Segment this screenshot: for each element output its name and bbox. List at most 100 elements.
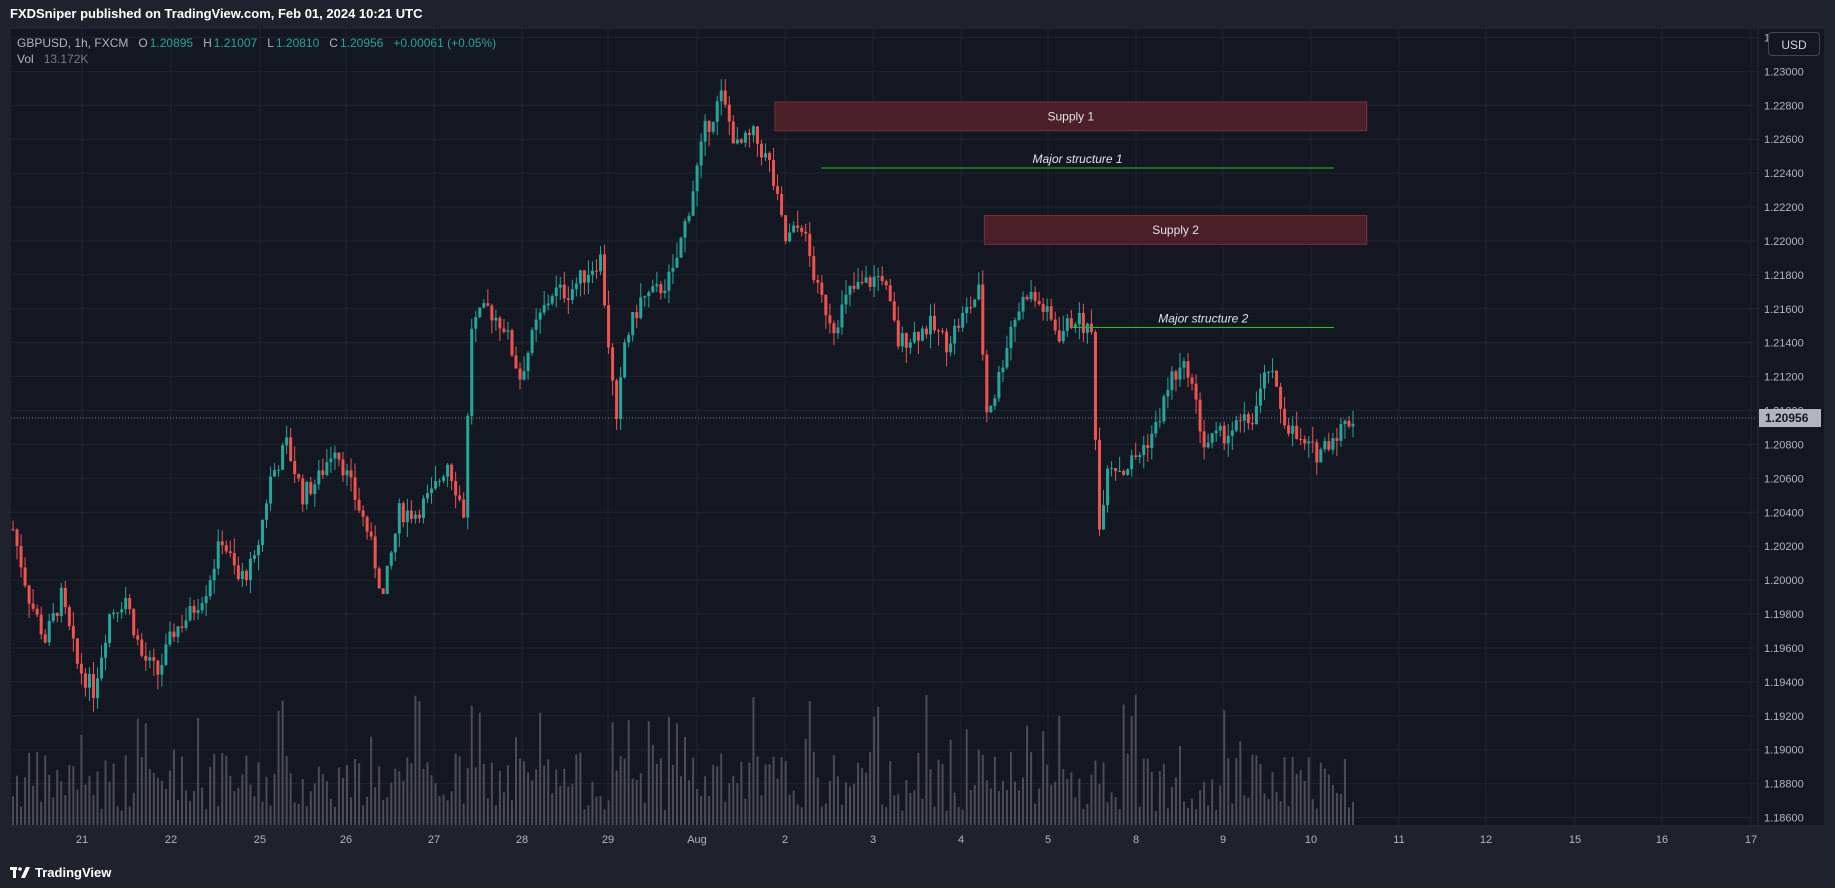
candle-body xyxy=(723,90,727,105)
candle-body xyxy=(1351,423,1355,427)
candle-body xyxy=(912,332,916,343)
volume-bar xyxy=(1271,772,1274,825)
time-tick-label: 27 xyxy=(428,834,440,846)
volume-bar xyxy=(1227,757,1230,825)
footer-brand: TradingView xyxy=(35,865,112,880)
candle-body xyxy=(558,284,562,288)
volume-bar xyxy=(1090,774,1093,825)
candle-body xyxy=(812,256,816,280)
volume-bar xyxy=(667,716,670,825)
volume-bar xyxy=(587,805,590,825)
candle-body xyxy=(973,299,977,308)
candle-body xyxy=(1178,367,1182,380)
candle-body xyxy=(848,285,852,295)
candle-body xyxy=(1021,296,1025,312)
candle-body xyxy=(59,587,63,617)
candle-body xyxy=(776,186,780,194)
supply-zone[interactable] xyxy=(983,215,1368,245)
volume-bar xyxy=(462,803,465,825)
time-tick-label: 25 xyxy=(254,834,266,846)
price-axis[interactable]: 1.18600 1.18800 1.19000 1.19200 1.19400 1.196… xyxy=(1757,29,1824,826)
candle-body xyxy=(876,276,880,278)
last-price-label: 1.20956 xyxy=(1765,411,1809,425)
high-value: 1.21007 xyxy=(213,36,258,50)
volume-bar xyxy=(350,797,353,825)
volume-bar xyxy=(144,723,147,825)
volume-bar xyxy=(438,795,441,825)
candle-body xyxy=(856,281,860,289)
volume-bar xyxy=(410,763,413,825)
volume-bar xyxy=(40,801,43,825)
candle-body xyxy=(1097,439,1101,530)
volume-bar xyxy=(52,797,55,825)
candle-body xyxy=(39,614,43,635)
candle-body xyxy=(104,642,108,658)
volume-bar xyxy=(885,807,888,825)
volume-bar xyxy=(345,765,348,825)
candle-body xyxy=(91,673,95,698)
candle-body xyxy=(1222,425,1226,444)
candle-body xyxy=(594,270,598,272)
time-tick-label: 16 xyxy=(1656,834,1668,846)
supply-zone[interactable] xyxy=(774,101,1368,132)
candle-body xyxy=(1210,433,1214,443)
candle-body xyxy=(172,631,176,638)
symbol-label[interactable]: GBPUSD, 1h, FXCM xyxy=(17,36,129,50)
price-tick-label: 1.22800 xyxy=(1764,100,1804,112)
candle-body xyxy=(1073,324,1077,328)
volume-bar xyxy=(905,779,908,825)
volume-bar xyxy=(728,783,731,825)
volume-bar xyxy=(760,795,763,825)
time-tick-label: 5 xyxy=(1045,834,1051,846)
candle-body xyxy=(1114,468,1118,472)
candle-body xyxy=(458,495,462,500)
volume-bar xyxy=(1199,790,1202,825)
candle-body xyxy=(1266,371,1270,373)
candle-body xyxy=(462,499,466,518)
volume-bar xyxy=(233,790,236,825)
annotations[interactable]: Supply 1 Supply 2 Major structure 1 Major s… xyxy=(774,101,1368,328)
volume-bar xyxy=(402,780,405,825)
change-value: +0.00061 (+0.05%) xyxy=(393,36,497,50)
candle-body xyxy=(381,588,385,594)
volume-bar xyxy=(128,806,131,825)
candle-body xyxy=(1134,455,1138,458)
volume-bar xyxy=(1291,756,1294,825)
volume-bar xyxy=(519,758,522,825)
candle-body xyxy=(639,297,643,319)
candle-body xyxy=(1093,331,1097,440)
volume-bar xyxy=(273,773,276,825)
currency-button[interactable]: USD xyxy=(1768,32,1820,56)
volume-bar xyxy=(92,795,95,825)
volume-bar xyxy=(329,798,332,825)
tradingview-logo[interactable]: TradingView xyxy=(10,865,111,880)
candle-body xyxy=(663,290,667,294)
candle-body xyxy=(132,609,136,636)
volume-label[interactable]: Vol xyxy=(17,52,34,66)
volume-bar xyxy=(861,768,864,825)
price-tick-label: 1.20200 xyxy=(1764,541,1804,553)
volume-bar xyxy=(1170,787,1173,825)
volume-bar xyxy=(732,776,735,825)
volume-bar xyxy=(937,759,940,825)
candle-body xyxy=(1069,318,1073,328)
volume-bar xyxy=(1335,792,1338,825)
close-value: 1.20956 xyxy=(339,36,384,50)
price-chart[interactable]: Supply 1 Supply 2 Major structure 1 Major s… xyxy=(0,0,1835,856)
volume-bar xyxy=(1275,792,1278,825)
candle-body xyxy=(1331,438,1335,450)
high-label: H xyxy=(203,36,212,50)
candle-body xyxy=(788,232,792,242)
candle-body xyxy=(112,612,116,615)
time-axis[interactable]: 21 22 25 26 27 28 29 Aug 2 3 4 5 8 9 10 11 12 15 16 17 xyxy=(11,825,1824,846)
volume-bar xyxy=(24,777,27,825)
volume-bar xyxy=(539,712,542,825)
candle-body xyxy=(365,516,369,532)
candle-body xyxy=(79,663,83,674)
volume-bar xyxy=(1251,754,1254,825)
candle-body xyxy=(1250,423,1254,425)
volume-bar xyxy=(1154,810,1157,825)
candle-body xyxy=(1186,361,1190,378)
candle-body xyxy=(1005,347,1009,368)
volume-bar xyxy=(458,756,461,825)
